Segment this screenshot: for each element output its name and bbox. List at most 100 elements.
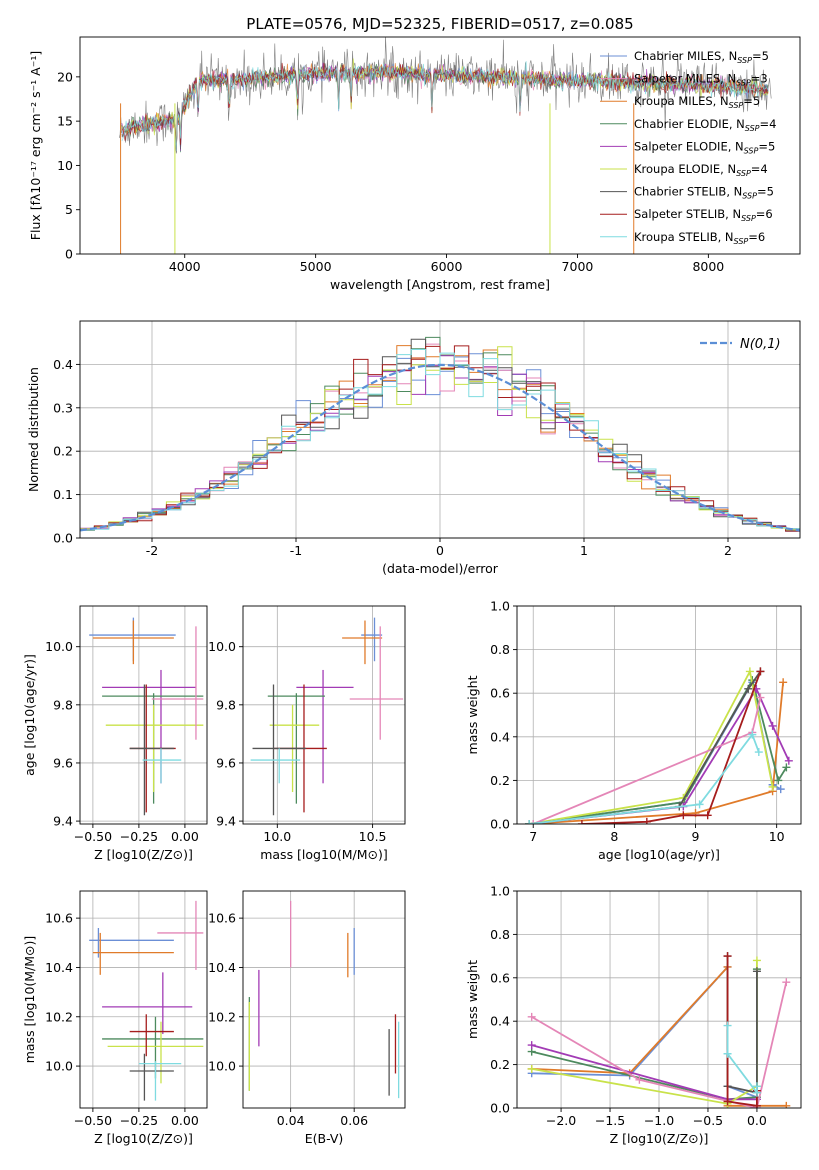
x-tick-label: 6000 — [431, 259, 463, 274]
x-tick-label: 0.00 — [171, 1113, 199, 1128]
data-point — [102, 669, 196, 784]
data-point — [296, 669, 354, 784]
weight-marker — [527, 1012, 536, 1021]
gridlines — [80, 891, 207, 1108]
y-axis-label: mass weight — [465, 960, 480, 1039]
weight-series — [527, 956, 761, 1108]
x-tick-label: 9 — [692, 829, 700, 844]
weight-marker — [756, 693, 765, 702]
legend-entry: Salpeter ELODIE, NSSP=5 — [634, 139, 775, 155]
weight-line — [531, 969, 758, 1101]
weight-line — [531, 960, 758, 1105]
data-point — [138, 1061, 182, 1101]
weight-marker — [577, 820, 586, 824]
y-tick-label: 0.3 — [53, 400, 73, 415]
model-spectrum — [121, 61, 769, 151]
y-tick-label: 10.2 — [45, 1009, 73, 1024]
y-tick-label: 9.4 — [216, 814, 236, 829]
data-point — [129, 1014, 174, 1057]
y-tick-label: 0.4 — [490, 1014, 510, 1029]
data-point — [250, 748, 301, 784]
x-tick-label: −0.5 — [693, 1113, 723, 1128]
plot-area — [80, 336, 800, 532]
y-tick-label: 20 — [57, 69, 73, 84]
weight-marker — [754, 748, 763, 757]
x-tick-label: 10.0 — [263, 829, 291, 844]
x-tick-label: −0.25 — [120, 829, 158, 844]
x-tick-label: 0 — [436, 543, 444, 558]
plot-area — [119, 37, 772, 254]
weight-marker — [779, 678, 788, 687]
weight-marker — [679, 811, 688, 820]
weight-marker — [748, 730, 757, 739]
data-point — [129, 684, 174, 816]
axes-weight-vs-age: 7 8 9 10 0.0 0.2 0.4 0.6 0.8 1.0 age [log10(age/yr… — [465, 599, 802, 862]
weight-marker — [525, 820, 534, 824]
y-tick-label: 10.4 — [208, 960, 236, 975]
legend-entry: Chabrier MILES, NSSP=5 — [634, 49, 769, 65]
figure-title: PLATE=0576, MJD=52325, FIBERID=0517, z=0… — [246, 15, 633, 33]
x-tick-label: 7 — [529, 829, 537, 844]
weight-series — [525, 730, 763, 824]
weight-marker — [745, 667, 754, 676]
data-point — [342, 620, 383, 665]
x-tick-label: −0.25 — [120, 1113, 158, 1128]
weight-marker — [752, 1082, 761, 1091]
panel-residuals — [80, 321, 800, 539]
panel-weight-vs-Z — [517, 890, 801, 1109]
plot-area — [89, 900, 204, 1101]
plot-area — [89, 617, 204, 816]
weight-marker — [744, 684, 753, 693]
y-tick-label: 0.0 — [490, 817, 510, 832]
y-tick-label: 0.0 — [490, 1101, 510, 1116]
gridlines — [243, 606, 405, 824]
x-tick-label: 4000 — [169, 259, 201, 274]
data-point — [129, 1053, 174, 1101]
weight-marker — [635, 1075, 644, 1084]
x-axis-label: (data-model)/error — [382, 561, 499, 576]
data-spectrum — [119, 37, 772, 147]
axes-residuals: -2 -1 0 1 2 0.0 0.1 0.2 0.3 0.4 (data-model)/error… — [26, 320, 801, 576]
weight-marker — [529, 820, 538, 824]
axes-frame — [516, 605, 802, 825]
legend-entry: Salpeter MILES, NSSP=3 — [634, 72, 768, 88]
weight-line — [529, 670, 762, 824]
y-axis-label: Flux [fλ10⁻¹⁷ erg cm⁻² s⁻¹ A⁻¹] — [28, 51, 43, 240]
y-tick-label: 9.8 — [53, 697, 73, 712]
weight-line — [529, 686, 790, 824]
panel-spectrum — [119, 37, 772, 254]
y-tick-label: 10.2 — [208, 1009, 236, 1024]
y-tick-label: 0.8 — [490, 642, 510, 657]
weight-line — [531, 1044, 757, 1101]
legend: Chabrier MILES, NSSP=5 Salpeter MILES, NS… — [600, 49, 776, 246]
weight-series — [723, 1021, 761, 1097]
weight-line — [726, 1025, 758, 1096]
x-axis-label: wavelength [Angstrom, rest frame] — [330, 277, 550, 292]
weight-series — [527, 1041, 761, 1104]
plot-area — [250, 617, 404, 816]
weight-marker — [527, 1064, 536, 1073]
panel-age-vs-mass — [243, 606, 405, 824]
y-axis-label: Normed distribution — [26, 367, 41, 492]
y-tick-label: 0.1 — [53, 487, 73, 502]
weight-marker — [774, 776, 783, 785]
x-tick-label: −0.50 — [74, 829, 112, 844]
axes-age-vs-Z: −0.50 −0.25 0.00 9.4 9.6 9.8 10.0 Z [log10(Z/Z⊙… — [22, 605, 208, 862]
data-point — [151, 626, 204, 740]
weight-marker — [723, 952, 732, 961]
weight-marker — [768, 721, 777, 730]
x-tick-label: 0.06 — [340, 1113, 368, 1128]
y-tick-label: 0 — [65, 247, 73, 262]
legend-entry: Chabrier STELIB, NSSP=5 — [634, 185, 774, 201]
axes-frame — [79, 36, 801, 255]
data-point — [361, 617, 383, 662]
gridlines — [243, 891, 405, 1108]
x-tick-label: 8 — [610, 829, 618, 844]
y-tick-label: 9.8 — [216, 697, 236, 712]
y-axis-label: mass weight — [465, 675, 480, 754]
y-tick-label: 0.6 — [490, 686, 510, 701]
x-axis-label: age [log10(age/yr)] — [598, 847, 720, 862]
x-tick-label: 5000 — [300, 259, 332, 274]
y-tick-label: 0.2 — [490, 773, 510, 788]
axes-frame — [242, 890, 406, 1109]
